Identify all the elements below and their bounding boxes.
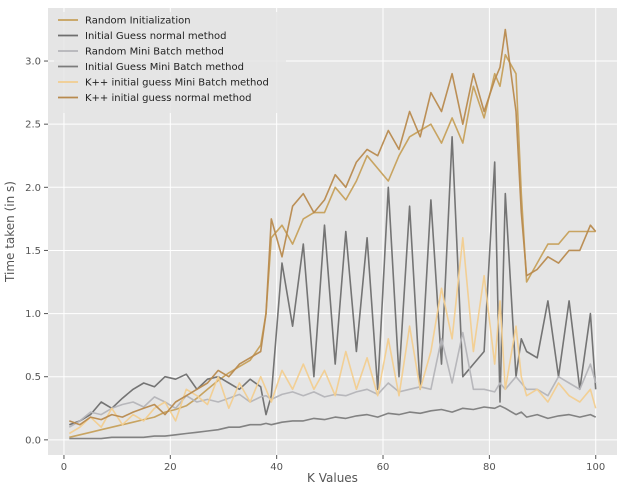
y-tick-label: 1.0	[25, 309, 41, 320]
y-tick-label: 0.5	[25, 372, 41, 383]
series-line-2	[69, 136, 597, 426]
series-line-6	[69, 28, 597, 426]
y-tick-label: 1.5	[25, 246, 41, 257]
legend-label: K++ initial guess Mini Batch method	[85, 78, 269, 89]
x-axis-label: K Values	[307, 471, 358, 485]
y-tick-label: 2.5	[25, 120, 41, 131]
y-tick-label: 2.0	[25, 183, 41, 194]
series-line-3	[68, 331, 597, 428]
x-tick-label: 80	[483, 462, 496, 473]
x-axis-ticks: 0 20 40 60 80 100	[61, 455, 605, 473]
x-tick-label: 20	[164, 462, 177, 473]
y-axis-ticks: 0.0 0.5 1.0 1.5 2.0 2.5 3.0	[25, 57, 48, 446]
y-tick-label: 3.0	[25, 57, 41, 68]
legend-label: K++ initial guess normal method	[85, 93, 251, 104]
y-tick-label: 0.0	[25, 435, 41, 446]
legend-frame	[54, 12, 286, 113]
series-line-5	[68, 237, 597, 435]
legend: Random Initialization Initial Guess norma…	[54, 12, 286, 113]
legend-label: Random Mini Batch method	[85, 47, 224, 58]
x-tick-label: 60	[377, 462, 390, 473]
y-axis-label: Time taken (in s)	[3, 181, 17, 283]
legend-label: Initial Guess Mini Batch method	[85, 62, 244, 73]
series-line-4	[69, 404, 597, 440]
x-tick-label: 100	[586, 462, 605, 473]
legend-label: Initial Guess normal method	[85, 31, 227, 42]
x-tick-label: 0	[61, 462, 67, 473]
x-tick-label: 40	[270, 462, 283, 473]
series-lines	[68, 28, 597, 440]
legend-label: Random Initialization	[85, 16, 191, 27]
